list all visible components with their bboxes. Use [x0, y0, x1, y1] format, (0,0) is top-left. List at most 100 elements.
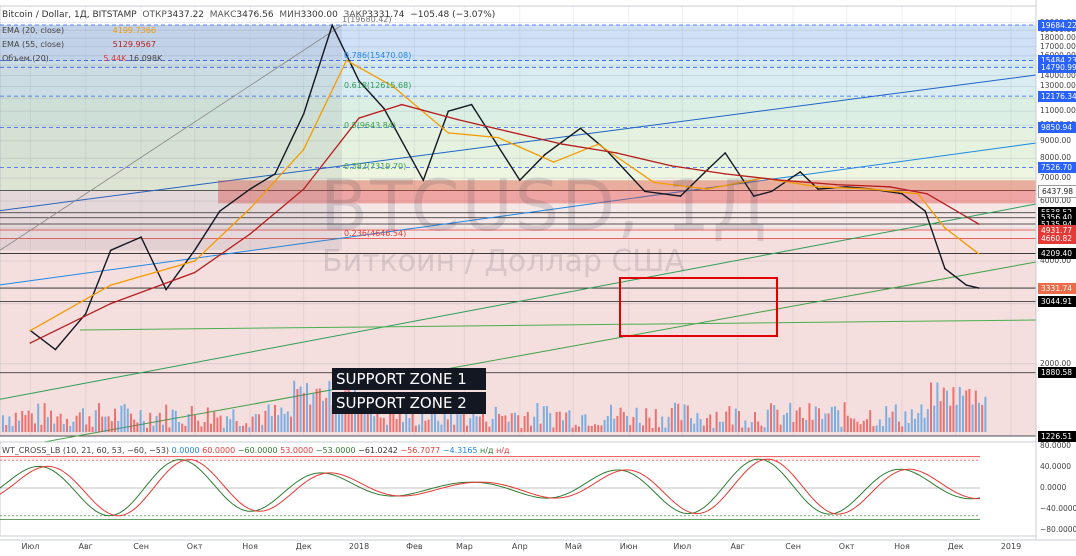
volume-bar-116: [373, 416, 376, 432]
series-1-point-16: [917, 192, 919, 195]
volume-bar-253: [811, 419, 814, 432]
series-0-point-2: [84, 313, 87, 315]
ema20-legend[interactable]: EMA (20, close) 4199.7366: [2, 26, 156, 35]
volume-bar-185: [594, 424, 596, 432]
x-tick-4: Ноя: [242, 542, 258, 551]
series-0-point-31: [901, 192, 903, 195]
ema55-legend[interactable]: EMA (55, close) 5129.9567: [2, 40, 156, 49]
volume-bar-3: [11, 425, 14, 432]
volume-bar-138: [443, 402, 446, 432]
volume-bar-55: [178, 422, 180, 432]
volume-bar-82: [264, 410, 267, 432]
series-0-point-4: [140, 236, 142, 238]
volume-bar-270: [866, 419, 868, 432]
wt-cross-legend[interactable]: WT_CROSS_LB (10, 21, 60, 53, −60, −53) 0…: [2, 446, 510, 455]
volume-legend[interactable]: Объем (20) 5.44K 16.098K: [2, 54, 162, 63]
support-zone-2-label[interactable]: SUPPORT ZONE 2: [332, 392, 486, 414]
volume-bar-231: [741, 427, 744, 432]
fib-label-5: 0.236(4646.54): [344, 228, 407, 238]
x-tick-17: Дек: [947, 542, 964, 551]
volume-bar-57: [184, 425, 187, 432]
volume-bar-117: [376, 404, 379, 432]
volume-bar-73: [235, 421, 238, 432]
series-1-point-10: [597, 143, 600, 146]
volume-bar-86: [277, 415, 280, 432]
volume-bar-169: [542, 406, 545, 432]
volume-bar-38: [123, 403, 126, 432]
volume-bar-157: [504, 415, 507, 432]
series-0-point-3: [109, 249, 112, 252]
volume-bar-298: [955, 404, 958, 432]
volume-bar-14: [46, 417, 49, 432]
volume-bar-43: [139, 410, 142, 432]
volume-bar-269: [862, 420, 865, 432]
y-tick-1: 2000.00: [1040, 358, 1072, 368]
volume-bar-250: [802, 417, 804, 432]
volume-bar-10: [34, 423, 36, 432]
series-2-point-3: [249, 233, 251, 235]
volume-bar-214: [686, 405, 689, 432]
volume-bar-228: [731, 424, 734, 432]
price-tag-3: 12176.34: [1038, 90, 1076, 102]
volume-bar-295: [946, 390, 948, 432]
volume-bar-125: [402, 422, 404, 432]
volume-bar-32: [104, 416, 107, 432]
support-zone-1-label[interactable]: SUPPORT ZONE 1: [332, 368, 486, 390]
volume-bar-13: [43, 403, 46, 432]
volume-bar-199: [638, 422, 641, 432]
volume-bar-244: [782, 414, 785, 432]
volume-bar-191: [613, 418, 616, 432]
volume-bar-105: [338, 399, 340, 432]
osc-tick-3: −40.0000: [1040, 504, 1076, 513]
volume-bar-173: [555, 411, 558, 432]
price-tag-16: 1226.51: [1038, 430, 1076, 442]
wt-value-3: 53.0000: [280, 446, 314, 455]
volume-bar-278: [891, 411, 894, 432]
volume-label: Объем (20): [2, 54, 49, 63]
volume-bar-211: [677, 403, 680, 432]
volume-bar-272: [872, 426, 875, 432]
volume-bar-41: [133, 419, 136, 432]
volume-bar-47: [152, 425, 155, 432]
low-label: МИН: [279, 10, 301, 20]
fib-label-4: 0.382(7319.70): [344, 161, 407, 171]
x-tick-18: 2019: [1000, 542, 1022, 551]
series-0-point-28: [817, 188, 819, 190]
series-0-point-14: [422, 179, 425, 182]
price-tag-14: 3044.91: [1038, 295, 1076, 307]
close-label: ЗАКР: [343, 10, 368, 20]
highlight-box: [619, 277, 778, 337]
wt-value-6: −56.7077: [400, 446, 441, 455]
y-tick-8: 9000.00: [1040, 135, 1072, 145]
osc-tick-0: 80.0000: [1040, 441, 1072, 450]
volume-bar-143: [459, 414, 462, 432]
volume-bar-164: [526, 411, 529, 432]
volume-bar-186: [597, 425, 600, 432]
series-0-point-18: [543, 153, 546, 156]
volume-bar-130: [418, 424, 420, 432]
x-tick-5: Дек: [295, 542, 312, 551]
volume-bar-124: [398, 408, 401, 432]
volume-bar-61: [197, 420, 200, 432]
series-1-point-12: [706, 188, 709, 190]
volume-bar-162: [520, 427, 523, 432]
volume-bar-40: [130, 413, 132, 432]
volume-bar-111: [357, 403, 360, 432]
series-2-point-11: [670, 165, 673, 167]
volume-bar-235: [754, 412, 756, 432]
volume-bar-287: [920, 404, 923, 432]
volume-bar-304: [974, 390, 977, 432]
osc-overbought-band: [0, 456, 980, 461]
volume-bar-305: [978, 402, 980, 432]
symbol-title[interactable]: Bitcoin / Dollar, 1Д, BITSTAMP: [2, 10, 137, 20]
ema55-label: EMA (55, close): [2, 40, 65, 49]
volume-bar-24: [78, 412, 81, 432]
volume-bar-194: [622, 412, 625, 432]
volume-bar-128: [411, 407, 414, 432]
x-tick-6: 2018: [348, 542, 370, 551]
volume-bar-184: [590, 425, 593, 432]
volume-bar-15: [50, 410, 52, 432]
series-0-point-25: [752, 195, 755, 197]
osc-tick-4: −80.0000: [1040, 525, 1076, 534]
